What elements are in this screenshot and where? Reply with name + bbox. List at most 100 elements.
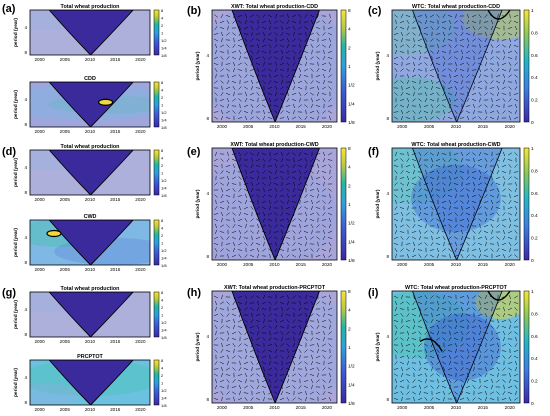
phase-arrow	[442, 313, 446, 317]
phase-arrow	[227, 73, 229, 79]
phase-arrow	[418, 176, 422, 180]
phase-arrow	[268, 360, 272, 366]
phase-arrow	[238, 331, 242, 335]
phase-arrow	[497, 372, 499, 378]
phase-arrow	[466, 98, 470, 102]
phase-arrow	[435, 319, 441, 323]
phase-arrow	[395, 19, 397, 25]
phase-arrow	[262, 56, 266, 60]
phase-arrow	[502, 55, 506, 61]
phase-arrow	[316, 169, 320, 175]
phase-arrow	[466, 331, 470, 335]
phase-arrow	[459, 374, 465, 376]
phase-arrow	[304, 26, 308, 30]
phase-arrow	[274, 342, 278, 348]
phase-arrow	[399, 356, 405, 358]
phase-arrow	[461, 336, 463, 342]
phase-arrow	[244, 218, 248, 222]
phase-arrow	[225, 195, 231, 197]
phase-arrow	[303, 201, 309, 203]
phase-arrow	[483, 201, 489, 203]
phase-arrow	[273, 183, 279, 185]
phase-arrow	[255, 213, 261, 215]
phase-arrow	[514, 86, 518, 90]
phase-arrow	[279, 319, 285, 323]
phase-arrow	[263, 109, 265, 115]
phase-arrow	[441, 356, 447, 358]
phase-arrow	[226, 367, 230, 371]
phase-arrow	[394, 80, 398, 84]
phase-arrow	[508, 223, 512, 229]
phase-arrow	[431, 312, 433, 318]
phase-arrow	[213, 243, 219, 245]
phase-arrow	[484, 396, 488, 402]
phase-arrow	[292, 103, 296, 109]
phase-arrow	[399, 201, 405, 203]
phase-arrow	[285, 392, 291, 394]
phase-arrow	[454, 188, 458, 192]
phase-arrow	[401, 37, 403, 43]
phase-arrow	[310, 92, 314, 96]
phase-arrow	[298, 104, 302, 108]
phase-arrow	[490, 301, 494, 305]
phase-arrow	[305, 163, 307, 169]
phase-arrow	[245, 378, 247, 384]
phase-arrow	[292, 50, 296, 54]
phase-arrow	[483, 380, 489, 382]
phase-arrow	[430, 206, 434, 210]
phase-arrow	[473, 366, 475, 372]
phase-arrow	[405, 343, 411, 347]
phase-arrow	[442, 170, 446, 174]
phase-arrow	[478, 349, 482, 353]
colorbar-tick-label: 0	[531, 401, 534, 407]
panel-letter: (g)	[2, 287, 16, 299]
phase-arrow	[507, 314, 513, 316]
phase-arrow	[484, 206, 488, 210]
phase-arrow	[219, 51, 225, 53]
phase-arrow	[214, 373, 218, 377]
phase-arrow	[436, 14, 440, 18]
phase-arrow	[430, 38, 434, 42]
phase-arrow	[280, 235, 284, 241]
colorbar-tick-label: 1	[348, 64, 351, 70]
phase-arrow	[292, 116, 296, 120]
phase-arrows	[393, 294, 519, 402]
phase-arrow	[411, 158, 417, 162]
cone-interior	[412, 148, 503, 260]
phase-arrow	[285, 367, 291, 371]
phase-arrow	[256, 218, 260, 222]
phase-arrow	[513, 350, 519, 352]
x-tick-label: 2015	[296, 405, 307, 410]
phase-arrow	[225, 170, 231, 174]
phase-arrow	[273, 255, 279, 257]
phase-arrow	[472, 26, 476, 30]
phase-arrow	[484, 26, 488, 30]
phase-arrow	[448, 354, 452, 360]
phase-arrow	[393, 38, 399, 42]
phase-arrow	[310, 170, 314, 174]
phase-arrow	[219, 361, 225, 365]
phase-arrow	[316, 236, 320, 240]
phase-arrow	[406, 97, 410, 103]
phase-arrow	[442, 92, 446, 96]
phase-arrow	[255, 158, 261, 162]
phase-arrow	[291, 355, 297, 359]
phase-arrow	[232, 212, 236, 216]
phase-arrow	[401, 217, 403, 223]
phase-arrow	[501, 398, 507, 400]
panel-title: WTC: Total wheat production-PRCPTOT	[405, 285, 508, 291]
phase-arrow	[263, 366, 265, 372]
phase-arrow	[262, 104, 266, 108]
phase-arrow	[431, 187, 433, 193]
phase-arrow	[311, 97, 313, 103]
phase-arrow	[430, 385, 434, 389]
phase-arrow	[503, 151, 505, 157]
phase-arrow	[400, 115, 404, 121]
phase-arrow	[436, 38, 440, 42]
phase-arrow	[502, 212, 506, 216]
phase-arrow	[292, 206, 296, 210]
phase-arrow	[490, 337, 494, 341]
phase-arrow	[514, 366, 518, 372]
phase-arrow	[250, 342, 254, 348]
